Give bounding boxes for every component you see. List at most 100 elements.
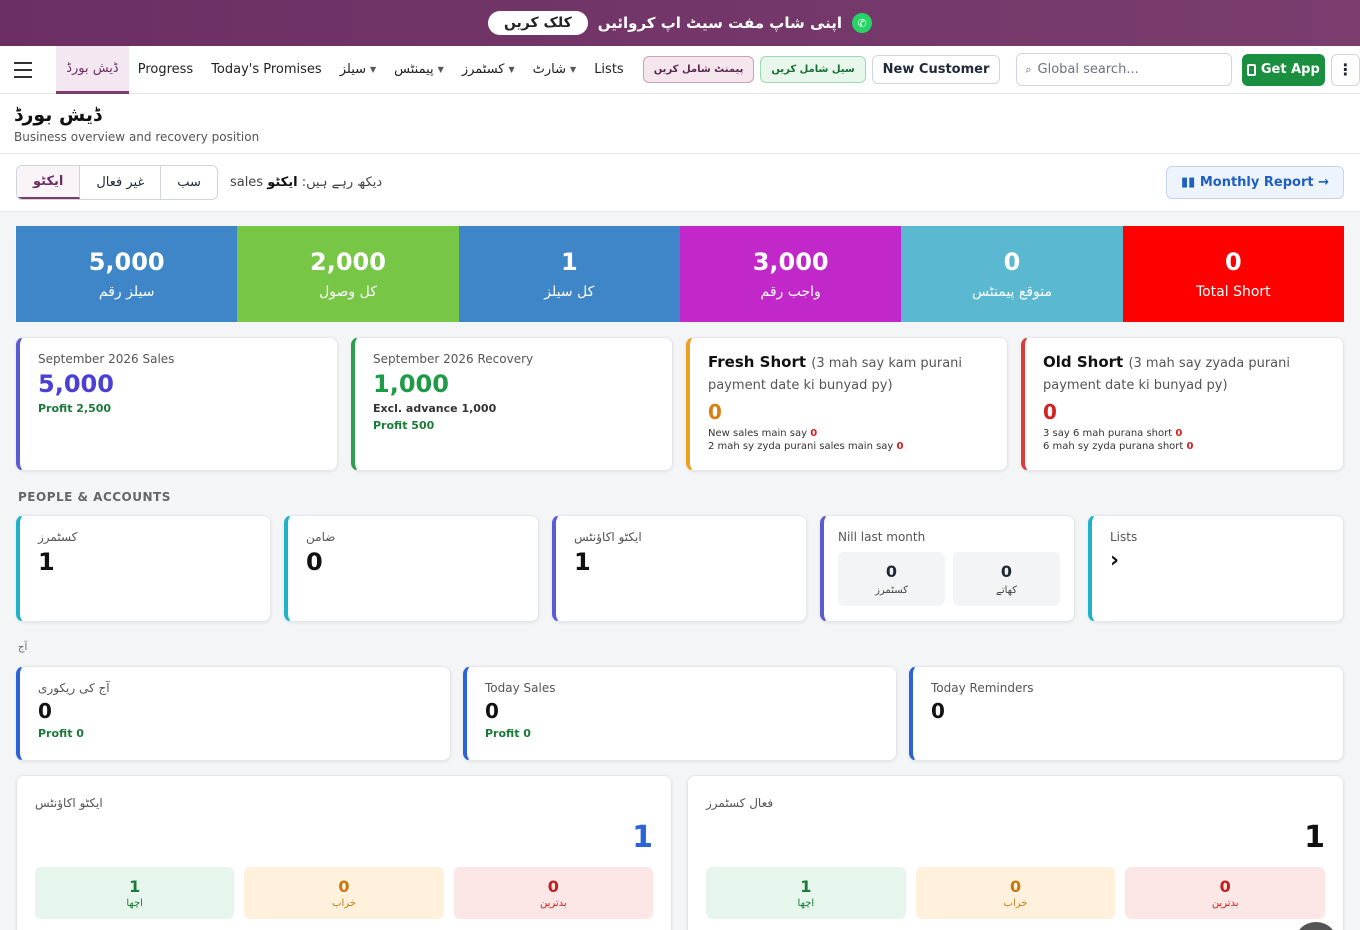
hamburger-menu-icon[interactable]: [14, 61, 33, 78]
card-value: 5,000: [38, 370, 114, 398]
tile-total-received[interactable]: 2,000 کل وصول: [237, 226, 459, 322]
people-section-heading: PEOPLE & ACCOUNTS: [18, 490, 171, 504]
nav-lists-label: Lists: [594, 62, 624, 77]
more-options-icon[interactable]: ⋮: [1330, 53, 1360, 86]
panel-title: ایکٹو اکاؤنٹس: [35, 796, 103, 810]
tile-total-short[interactable]: 0 Total Short: [1122, 226, 1344, 322]
nav-dashboard[interactable]: ڈیش بورڈ: [56, 45, 129, 94]
mini-value: 0: [1000, 562, 1013, 581]
month-recovery-card[interactable]: September 2026 Recovery 1,000 Excl. adva…: [351, 337, 673, 471]
grade-bad[interactable]: 0 خراب: [915, 867, 1116, 919]
card-label: Nill last month: [838, 530, 926, 544]
tile-label: واجب رقم: [760, 284, 821, 300]
panel-total: 1: [1304, 820, 1325, 855]
segment-active[interactable]: ایکٹو: [17, 166, 81, 199]
get-app-button[interactable]: Get App: [1241, 53, 1325, 86]
nav-sales[interactable]: سیلز ▼: [331, 46, 385, 94]
search-icon: ⌕: [1025, 62, 1032, 76]
card-label: کسٹمرز: [38, 530, 78, 544]
grade-value: 0: [338, 877, 350, 896]
chat-widget-button[interactable]: [1294, 922, 1338, 930]
stat-tiles: 5,000 سیلز رقم 2,000 کل وصول 1 کل سیلز 3…: [16, 226, 1344, 322]
line-value: 0: [896, 441, 904, 452]
tile-total-sales[interactable]: 1 کل سیلز: [458, 226, 680, 322]
customers-count-card[interactable]: کسٹمرز 1: [16, 515, 271, 622]
card-profit: Profit 500: [373, 419, 435, 432]
tile-value: 2,000: [310, 248, 386, 276]
mini-label: کھاتے: [995, 585, 1018, 596]
nav-short[interactable]: شارٹ ▼: [524, 46, 586, 94]
nav-short-label: شارٹ: [532, 62, 567, 77]
nav-payments[interactable]: پیمنٹس ▼: [385, 46, 453, 94]
tile-label: کل وصول: [319, 284, 377, 300]
tile-label: کل سیلز: [544, 284, 595, 300]
nav-lists[interactable]: Lists: [585, 46, 633, 94]
card-label: September 2026 Sales: [38, 352, 175, 366]
today-reminders-card[interactable]: Today Reminders 0: [909, 666, 1344, 761]
tile-sales-amount[interactable]: 5,000 سیلز رقم: [16, 226, 238, 322]
nill-last-month-card[interactable]: Nill last month 0 کسٹمرز 0 کھاتے: [820, 515, 1075, 622]
banner-click-button[interactable]: کلک کریں: [487, 11, 588, 35]
nav-customers-label: کسٹمرز: [461, 62, 505, 77]
monthly-report-button[interactable]: ▮▮ Monthly Report →: [1166, 166, 1344, 199]
page-title: ڈیش بورڈ: [14, 104, 102, 126]
grade-worst[interactable]: 0 بدترین: [1125, 867, 1326, 919]
page-header: ڈیش بورڈ Business overview and recovery …: [0, 94, 1360, 154]
lists-card[interactable]: Lists ›: [1088, 515, 1344, 622]
add-payment-button[interactable]: پیمنٹ شامل کریں: [642, 56, 755, 83]
line-label: New sales main say: [708, 428, 808, 439]
new-customer-button[interactable]: New Customer: [871, 55, 1001, 84]
nav-progress[interactable]: Progress: [129, 46, 202, 94]
global-search-input[interactable]: ⌕ Global search...: [1016, 53, 1232, 86]
promo-banner: کلک کریں اپنی شاپ مفت سیٹ اپ کروائیں ✆: [0, 0, 1360, 46]
today-recovery-card[interactable]: آج کی ریکوری 0 Profit 0: [16, 666, 451, 761]
viewing-prefix: sales دیکھ رہے ہیں:: [229, 175, 383, 190]
card-profit: Profit 0: [38, 727, 84, 740]
tile-expected-payments[interactable]: 0 متوقع پیمنٹس: [901, 226, 1123, 322]
viewing-status: sales دیکھ رہے ہیں: ایکٹو: [230, 175, 382, 190]
today-section-heading: آج: [18, 642, 28, 653]
tile-value: 5,000: [88, 248, 165, 276]
card-label: آج کی ریکوری: [38, 681, 110, 695]
card-value: 1,000: [373, 370, 449, 398]
old-short-line1: 3 say 6 mah purana short 0: [1043, 428, 1325, 439]
nav-promises-label: Today's Promises: [211, 62, 322, 77]
guarantor-count-card[interactable]: ضامن 0: [284, 515, 539, 622]
nav-customers[interactable]: کسٹمرز ▼: [453, 46, 524, 94]
grade-label: خراب: [1003, 898, 1028, 909]
old-short-card[interactable]: Old Short (3 mah say zyada purani paymen…: [1021, 337, 1344, 471]
card-label: ایکٹو اکاؤنٹس: [574, 530, 642, 544]
grade-worst[interactable]: 0 بدترین: [453, 867, 653, 919]
month-sales-card[interactable]: September 2026 Sales 5,000 Profit 2,500: [16, 337, 338, 471]
nav-dashboard-label: ڈیش بورڈ: [66, 60, 119, 76]
today-sales-card[interactable]: Today Sales 0 Profit 0: [463, 666, 897, 761]
grade-value: 0: [1009, 877, 1022, 896]
caret-down-icon: ▼: [570, 65, 577, 74]
old-short-heading: Old Short: [1043, 353, 1124, 371]
tile-value: 0: [1003, 248, 1021, 276]
segment-all[interactable]: سب: [177, 175, 201, 190]
whatsapp-icon[interactable]: ✆: [852, 13, 873, 33]
card-profit: Profit 0: [485, 727, 531, 740]
tile-due-amount[interactable]: 3,000 واجب رقم: [679, 226, 902, 322]
add-sale-button[interactable]: سیل شامل کریں: [760, 56, 866, 83]
monthly-report-label: Monthly Report →: [1199, 175, 1329, 190]
fresh-short-card[interactable]: Fresh Short (3 mah say kam purani paymen…: [686, 337, 1008, 471]
nav-todays-promises[interactable]: Today's Promises: [202, 46, 331, 94]
mini-value: 0: [885, 562, 898, 581]
grade-good[interactable]: 1 اچھا: [35, 867, 235, 919]
grade-value: 1: [800, 877, 812, 896]
active-accounts-count-card[interactable]: ایکٹو اکاؤنٹس 1: [552, 515, 807, 622]
segment-inactive[interactable]: غیر فعال: [80, 166, 162, 199]
nill-breakdown: 0 کسٹمرز 0 کھاتے: [838, 552, 1060, 606]
search-placeholder: Global search...: [1037, 62, 1139, 77]
caret-down-icon: ▼: [508, 65, 515, 74]
grade-good[interactable]: 1 اچھا: [706, 867, 906, 919]
fresh-short-line2: 2 mah sy zyda purani sales main say 0: [708, 441, 989, 452]
card-label: September 2026 Recovery: [373, 352, 534, 366]
grade-bad[interactable]: 0 خراب: [244, 867, 444, 919]
line-value: 0: [1186, 441, 1194, 452]
tile-label: Total Short: [1195, 284, 1271, 300]
nill-customers[interactable]: 0 کسٹمرز: [838, 552, 945, 606]
nill-accounts[interactable]: 0 کھاتے: [953, 552, 1060, 606]
